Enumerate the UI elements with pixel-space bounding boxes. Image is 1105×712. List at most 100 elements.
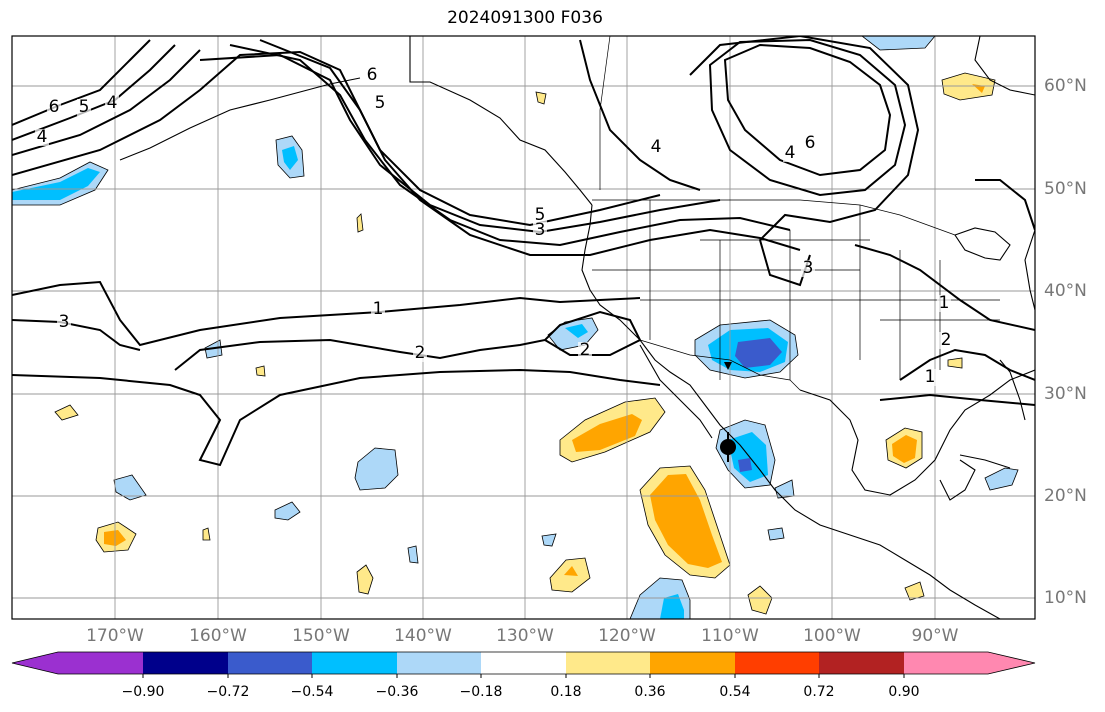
contour-label: 1 [939, 293, 950, 313]
contour-6-ridge [259, 39, 801, 256]
contour-label: 2 [580, 340, 591, 360]
colorbar-bin [566, 652, 650, 674]
coast-baja [639, 344, 713, 439]
contour-label: 5 [375, 93, 386, 113]
colorbar-bin [397, 652, 481, 674]
contour-label: 3 [59, 312, 70, 332]
contour-trough [579, 39, 701, 191]
lon-label: 160°W [189, 626, 247, 646]
colorbar-bin [481, 652, 566, 674]
contour-label-bg [937, 295, 951, 312]
contour-4-west [12, 49, 201, 156]
contour-label: 1 [925, 367, 936, 387]
colorbar-bin [650, 652, 735, 674]
colorbar-tick-label: 0.72 [803, 684, 835, 700]
contour-label-bg [371, 301, 385, 318]
yellow-patch-mid-1 [356, 564, 374, 595]
contour-label-bg [47, 99, 61, 116]
coast-aleutians [119, 77, 361, 161]
contour-label: 6 [367, 65, 378, 85]
deepsky-patch-nw-pacific [12, 168, 100, 200]
lon-label: 130°W [496, 626, 554, 646]
anomaly-shading [12, 36, 1019, 619]
yellow-patch-hudson [941, 72, 996, 101]
blue-patch-small-1 [274, 501, 301, 521]
blue-patch-small-4 [541, 533, 557, 547]
lat-label: 60°N [1044, 76, 1087, 96]
colorbar-extend-min [12, 652, 143, 674]
contour-east-4 [854, 244, 1035, 331]
colorbar-tick-label: 0.90 [888, 684, 920, 700]
contour-label-bg [578, 342, 592, 359]
coast-hudson [974, 36, 1035, 96]
lon-label: 120°W [598, 626, 656, 646]
colorbar-tick-label: −0.72 [206, 684, 250, 700]
lon-label: 140°W [394, 626, 452, 646]
colorbar-extend-max [904, 652, 1035, 674]
lat-label: 40°N [1044, 281, 1087, 301]
deepsky-patch-south [660, 594, 684, 619]
contour-high-ring-2 [708, 38, 907, 197]
contour-label-bg [803, 135, 817, 152]
colorbar-bin [228, 652, 312, 674]
deepsky-patch-california [565, 324, 588, 338]
storm-marker [720, 432, 736, 462]
royal-patch-mexico [738, 458, 752, 472]
lon-label: 150°W [292, 626, 350, 646]
blue-patch-caribbean [984, 467, 1019, 491]
colorbar [11, 651, 1036, 678]
blue-patch-hawaii [113, 474, 147, 501]
contour-label: 5 [79, 97, 90, 117]
lon-label: 110°W [701, 626, 759, 646]
contour-5-ridge [229, 44, 791, 247]
contour-label-bg [939, 332, 953, 349]
colorbar-bin [312, 652, 397, 674]
contour-label-bg [533, 222, 547, 239]
contour-label-bg [649, 139, 663, 156]
lon-label: 90°W [911, 626, 959, 646]
colorbar-tick-label: −0.18 [459, 684, 503, 700]
colorbar-tick-label: 0.54 [719, 684, 751, 700]
map-background [12, 36, 1035, 619]
contour-1 [12, 280, 641, 347]
contour-label: 6 [49, 97, 60, 117]
contour-high-ring-1 [723, 43, 892, 177]
yellow-patch-south-2 [747, 585, 773, 615]
contour-east-1 [899, 348, 1035, 381]
yellow-patch-small-6 [255, 365, 266, 377]
yellow-patch-small-5 [535, 91, 547, 105]
blue-patch-small-5 [767, 527, 785, 541]
contour-label: 4 [651, 137, 662, 157]
lat-label: 30°N [1044, 384, 1087, 404]
height-contours [12, 36, 1035, 467]
coast-great-lakes [954, 227, 1011, 261]
contour-label: 1 [373, 299, 384, 319]
royal-patch-sw-us [735, 338, 782, 368]
yellow-patch-small-4 [356, 213, 364, 233]
orange-patch-baja-west [572, 414, 642, 452]
lat-label: 10°N [1044, 588, 1087, 608]
contour-label-bg [923, 369, 937, 386]
yellow-patch-small-7 [947, 357, 963, 369]
contour-lower [12, 368, 661, 467]
coast-alaska [409, 36, 593, 206]
coast-west-us [581, 204, 1001, 619]
graticule [12, 36, 1035, 619]
border-us-mexico [639, 339, 801, 391]
contour-3-sw [12, 319, 141, 351]
contour-label: 4 [785, 143, 796, 163]
contour-label-bg [105, 95, 119, 112]
yellow-patch-small-2 [904, 581, 925, 601]
lat-label: 20°N [1044, 486, 1087, 506]
contour-label-bg [533, 207, 547, 224]
colorbar-outline [11, 651, 1036, 675]
coast-gulf-mexico [799, 369, 1035, 496]
yellow-patch-small-3 [202, 527, 211, 541]
political-borders [592, 36, 1000, 391]
contour-label-bg [57, 314, 71, 331]
colorbar-tick-label: −0.36 [375, 684, 419, 700]
coast-cuba [959, 454, 1011, 469]
colorbar-tick-label: −0.54 [290, 684, 334, 700]
colorbar-tick-label: 0.18 [550, 684, 582, 700]
